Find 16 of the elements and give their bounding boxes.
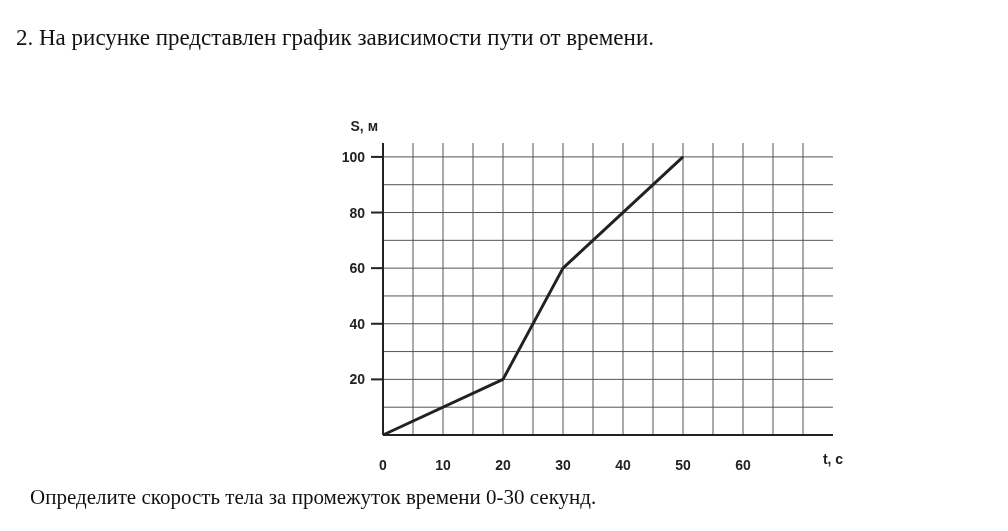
x-tick-label: 0: [379, 457, 388, 473]
x-tick-label: 10: [435, 457, 451, 473]
x-tick-label: 40: [615, 457, 631, 473]
x-tick-label: 30: [555, 457, 571, 473]
y-tick-label: 40: [349, 315, 366, 332]
x-axis-title: t, c: [822, 451, 844, 467]
y-tick-label: 80: [349, 204, 366, 221]
y-tick-label: 100: [341, 148, 366, 165]
y-axis-title: S, м: [350, 118, 378, 134]
text: Определите скорость тела за промежуток времени 0-30 секунд.: [30, 485, 597, 509]
chart-title: 2. На рисунке представлен график зависимости пути от времени.: [16, 25, 654, 50]
y-tick-label: 20: [349, 371, 366, 388]
y-tick-label: 60: [349, 260, 366, 277]
x-tick-label: 20: [495, 457, 511, 473]
x-tick-label: 50: [675, 457, 691, 473]
x-tick-label: 60: [735, 457, 751, 473]
